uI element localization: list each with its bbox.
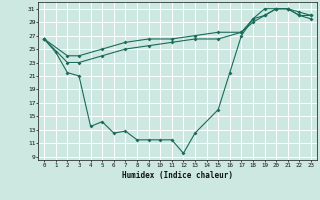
X-axis label: Humidex (Indice chaleur): Humidex (Indice chaleur): [122, 171, 233, 180]
